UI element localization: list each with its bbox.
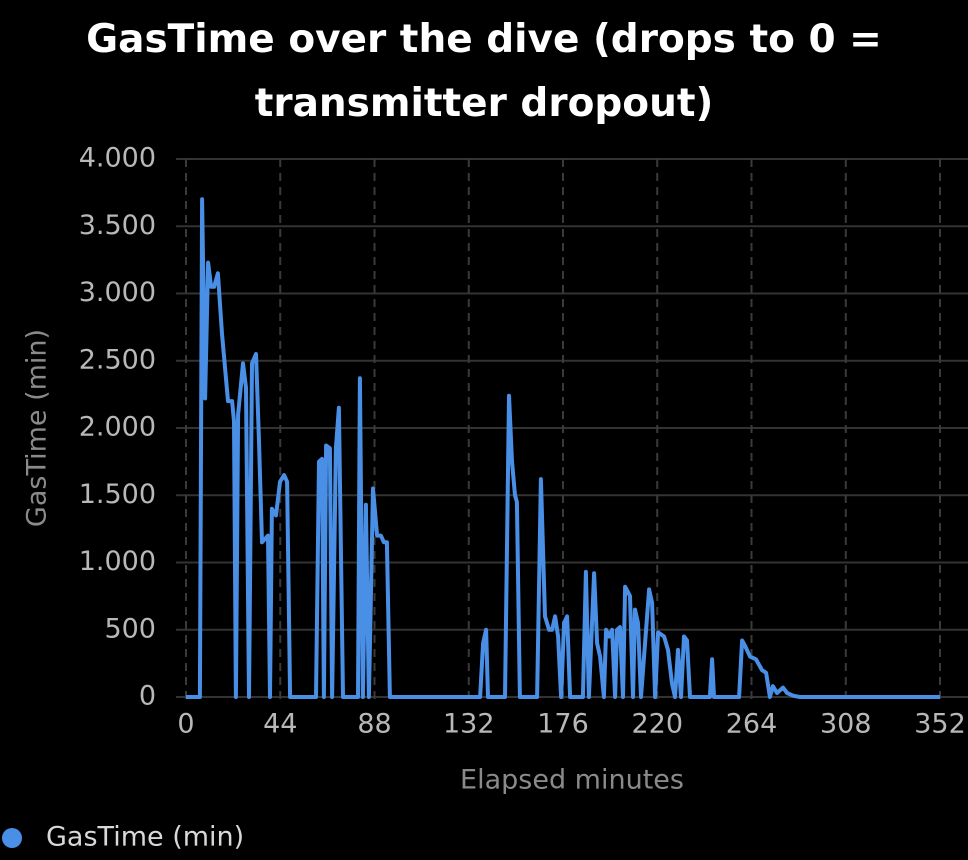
y-tick-label: 0 xyxy=(139,681,156,712)
y-tick-label: 3.000 xyxy=(79,277,156,308)
x-tick-label: 308 xyxy=(820,709,872,740)
y-tick-label: 500 xyxy=(104,613,156,644)
y-tick-label: 1.000 xyxy=(79,546,156,577)
y-tick-label: 4.000 xyxy=(79,143,156,174)
x-axis-label: Elapsed minutes xyxy=(460,765,684,796)
x-tick-label: 44 xyxy=(263,709,297,740)
y-tick-label: 2.500 xyxy=(79,344,156,375)
legend-label: GasTime (min) xyxy=(46,822,244,853)
x-tick-label: 0 xyxy=(177,709,194,740)
x-tick-label: 220 xyxy=(631,709,683,740)
chart-title: GasTime over the dive (drops to 0 = tran… xyxy=(86,17,882,126)
x-tick-label: 132 xyxy=(443,709,495,740)
y-tick-label: 1.500 xyxy=(79,479,156,510)
x-tick-label: 88 xyxy=(357,709,391,740)
y-tick-label: 3.500 xyxy=(79,210,156,241)
x-tick-label: 264 xyxy=(726,709,778,740)
y-axis-label: GasTime (min) xyxy=(22,329,53,527)
x-tick-label: 176 xyxy=(537,709,589,740)
x-tick-label: 352 xyxy=(914,709,966,740)
data-line xyxy=(186,197,940,699)
legend-swatch xyxy=(2,828,22,848)
y-tick-label: 2.000 xyxy=(79,412,156,443)
